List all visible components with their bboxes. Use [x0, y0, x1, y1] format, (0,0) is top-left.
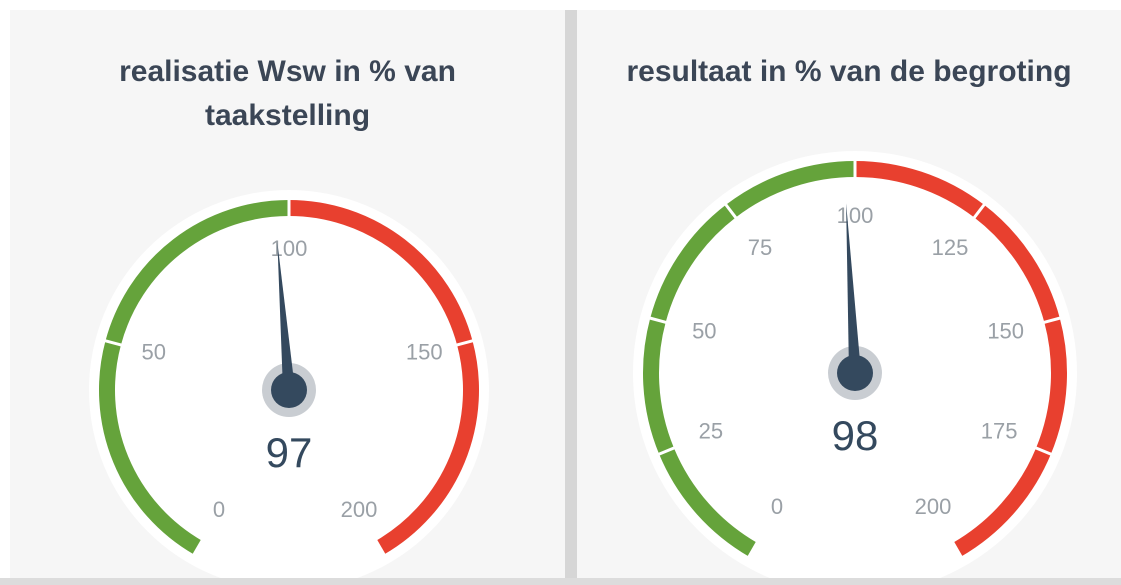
value-label: 97 — [266, 429, 313, 476]
tick-label: 175 — [981, 419, 1018, 444]
tick-label: 125 — [932, 235, 969, 260]
tick-mark — [1034, 446, 1053, 456]
gauge-title: realisatie Wsw in % van taakstelling — [119, 55, 456, 132]
tick-mark — [972, 203, 986, 220]
tick-label: 200 — [341, 497, 378, 522]
tick-mark — [1042, 316, 1062, 324]
tick-mark — [648, 316, 668, 324]
tick-label: 75 — [748, 235, 772, 260]
tick-mark — [724, 203, 738, 220]
needle — [846, 203, 861, 374]
tick-mark — [104, 339, 123, 347]
tick-label: 50 — [692, 318, 716, 343]
tick-mark — [192, 539, 204, 557]
tick-label: 200 — [915, 494, 952, 519]
tick-label: 50 — [142, 340, 166, 365]
gauge-title: resultaat in % van de begroting — [626, 55, 1072, 88]
needle-hub — [271, 372, 307, 408]
gauge: 0 25 50 75 100 125 150 175 200 98 — [633, 151, 1077, 578]
tick-label: 150 — [987, 318, 1024, 343]
gauge: 0 50 100 150 200 97 — [89, 190, 489, 578]
tick-mark — [455, 339, 474, 347]
tick-label: 150 — [406, 340, 443, 365]
tick-label: 25 — [699, 419, 723, 444]
gauge-panel: 0 50 100 150 200 97 realisatie Wsw in % van t… — [10, 10, 565, 578]
tick-mark — [374, 539, 386, 557]
needle — [277, 242, 295, 391]
value-label: 98 — [832, 412, 879, 459]
bottom-bar — [0, 578, 1121, 585]
tick-mark — [747, 541, 759, 559]
gauge-panel: 0 25 50 75 100 125 150 175 200 98 resultaat in % … — [577, 10, 1121, 578]
tick-label: 0 — [213, 497, 225, 522]
tick-mark — [657, 446, 676, 456]
tick-label: 100 — [271, 236, 308, 261]
needle-hub — [837, 355, 873, 391]
tick-label: 0 — [771, 494, 783, 519]
tick-mark — [951, 541, 963, 559]
tick-label: 100 — [837, 203, 874, 228]
separator — [565, 10, 577, 578]
